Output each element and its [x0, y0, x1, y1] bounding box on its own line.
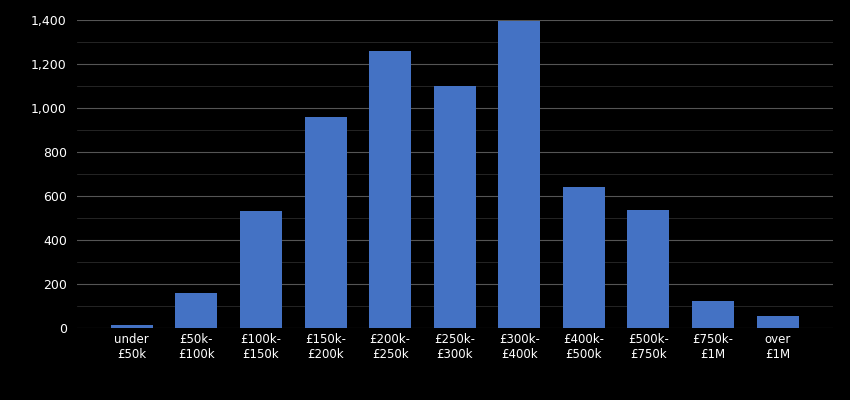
Bar: [240, 212, 282, 328]
Bar: [175, 293, 218, 328]
Bar: [369, 51, 411, 328]
Bar: [110, 325, 153, 328]
Bar: [563, 187, 605, 328]
Bar: [434, 86, 476, 328]
Bar: [692, 300, 734, 328]
Bar: [756, 316, 799, 328]
Bar: [627, 210, 670, 328]
Bar: [304, 117, 347, 328]
Bar: [498, 21, 541, 328]
